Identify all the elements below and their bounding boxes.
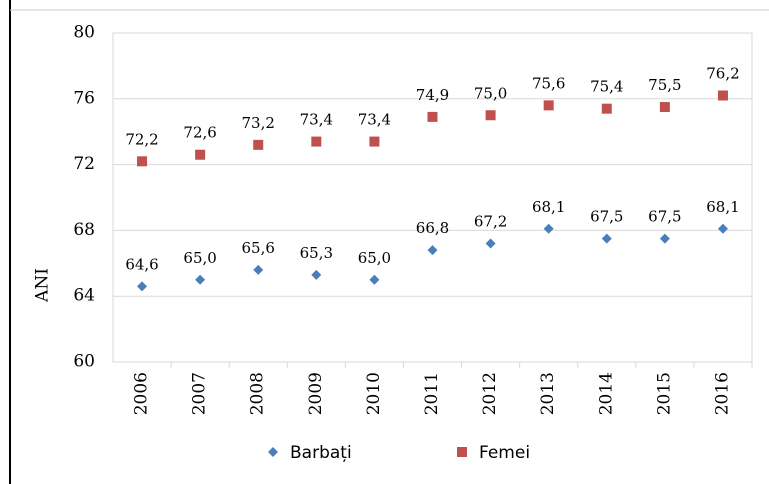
legend-label: Femei xyxy=(479,443,530,463)
data-point xyxy=(253,264,264,275)
y-tick-label: 60 xyxy=(73,352,95,372)
data-label: 68,1 xyxy=(532,198,565,216)
data-label: 68,1 xyxy=(706,198,739,216)
x-tick-label: 2016 xyxy=(712,372,732,415)
data-label: 65,0 xyxy=(358,249,391,267)
data-label: 66,8 xyxy=(416,219,449,237)
data-label: 67,2 xyxy=(474,213,507,231)
data-label: 73,2 xyxy=(242,114,275,132)
data-label: 75,0 xyxy=(474,84,507,102)
x-tick-label: 2012 xyxy=(480,372,500,415)
data-point xyxy=(195,274,206,285)
data-label: 64,6 xyxy=(125,255,158,273)
data-point xyxy=(457,447,467,457)
data-point xyxy=(195,149,206,160)
data-label: 73,4 xyxy=(300,111,333,129)
data-point xyxy=(659,102,670,113)
data-label: 65,3 xyxy=(300,244,333,262)
data-point xyxy=(601,233,612,244)
data-label: 67,5 xyxy=(590,208,623,226)
data-point xyxy=(601,103,612,114)
x-tick-label: 2011 xyxy=(422,372,442,415)
x-tick-label: 2009 xyxy=(306,372,326,415)
data-point xyxy=(485,238,496,249)
x-tick-label: 2010 xyxy=(364,372,384,415)
y-axis-label: ANI xyxy=(33,268,53,303)
y-tick-label: 68 xyxy=(73,220,95,240)
x-tick-label: 2006 xyxy=(132,372,152,415)
data-label: 67,5 xyxy=(648,208,681,226)
data-label: 76,2 xyxy=(706,65,739,83)
y-tick-label: 64 xyxy=(73,286,95,306)
data-point xyxy=(268,447,278,457)
data-label: 65,6 xyxy=(242,239,275,257)
data-point xyxy=(659,233,670,244)
data-label: 73,4 xyxy=(358,111,391,129)
data-label: 72,2 xyxy=(125,130,158,148)
data-point xyxy=(369,274,380,285)
data-point xyxy=(253,139,264,150)
data-point xyxy=(427,111,438,122)
data-point xyxy=(717,223,728,234)
data-label: 75,5 xyxy=(648,76,681,94)
data-point xyxy=(717,90,728,101)
data-label: 74,9 xyxy=(416,86,449,104)
x-tick-label: 2008 xyxy=(248,372,268,415)
data-label: 65,0 xyxy=(183,249,216,267)
x-tick-label: 2007 xyxy=(190,372,210,415)
data-label: 75,4 xyxy=(590,78,623,96)
data-point xyxy=(311,269,322,280)
x-tick-label: 2015 xyxy=(654,372,674,415)
y-tick-label: 72 xyxy=(73,154,95,174)
x-tick-label: 2014 xyxy=(596,372,616,415)
data-label: 72,6 xyxy=(183,124,216,142)
data-point xyxy=(543,100,554,111)
x-tick-label: 2013 xyxy=(538,372,558,415)
y-tick-label: 80 xyxy=(73,23,95,43)
data-point xyxy=(137,156,148,167)
data-point xyxy=(427,245,438,256)
legend-label: Barbați xyxy=(290,443,352,463)
y-tick-label: 76 xyxy=(73,88,95,108)
data-point xyxy=(137,281,148,292)
data-point xyxy=(369,136,380,147)
data-label: 75,6 xyxy=(532,74,565,92)
data-point xyxy=(543,223,554,234)
data-point xyxy=(311,136,322,147)
data-point xyxy=(485,110,496,121)
